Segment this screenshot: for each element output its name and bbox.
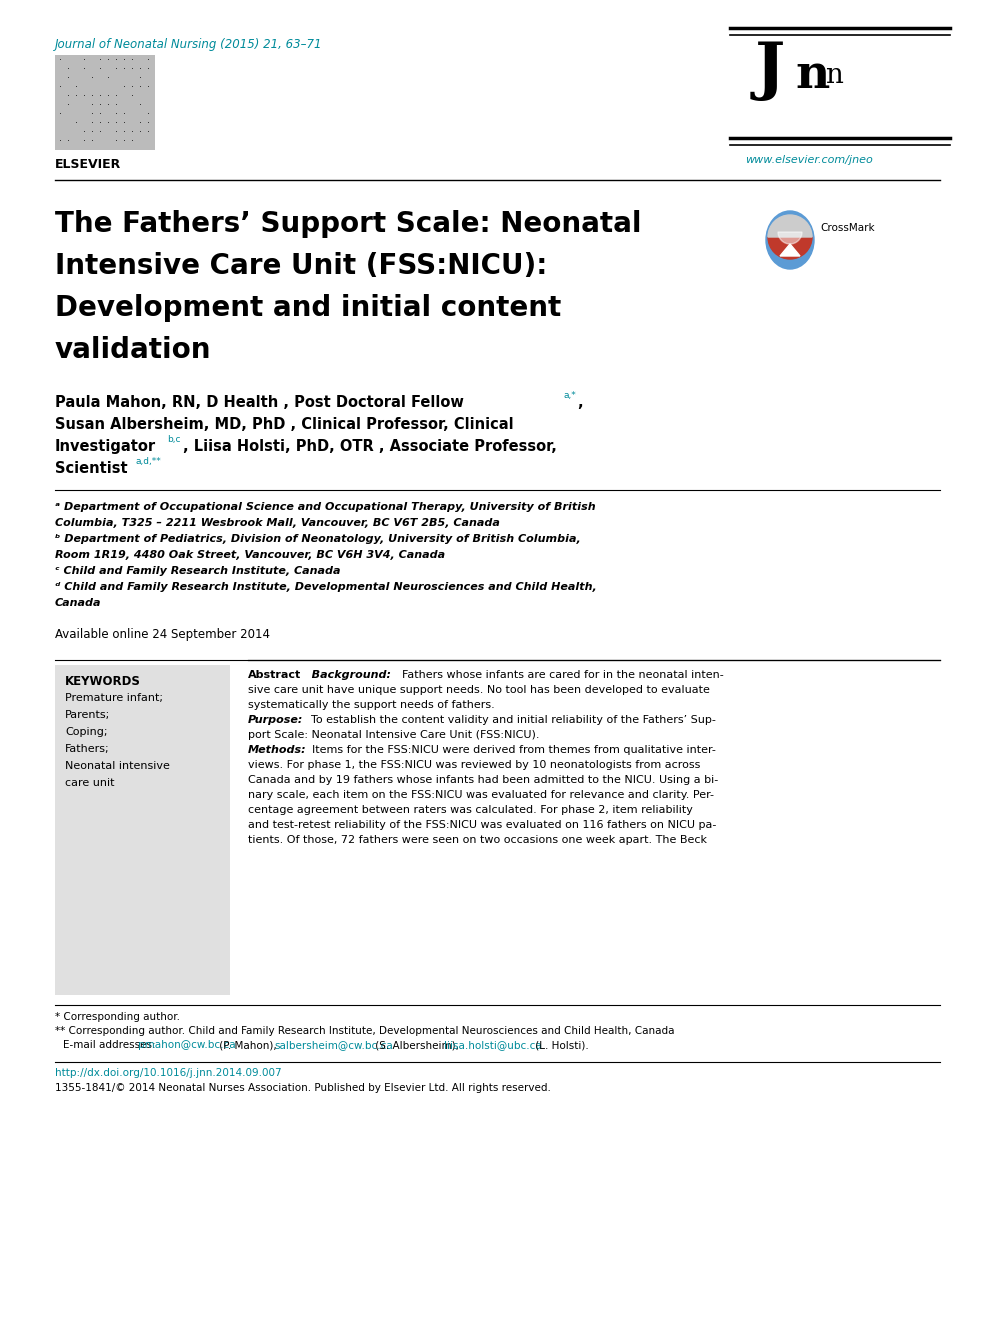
Text: b,c: b,c [167, 435, 181, 445]
Text: Neonatal intensive: Neonatal intensive [65, 761, 170, 771]
Text: Journal of Neonatal Nursing (2015) 21, 63–71: Journal of Neonatal Nursing (2015) 21, 6… [55, 38, 322, 52]
Text: ᵇ Department of Pediatrics, Division of Neonatology, University of British Colum: ᵇ Department of Pediatrics, Division of … [55, 534, 580, 544]
Text: Coping;: Coping; [65, 728, 107, 737]
Text: http://dx.doi.org/10.1016/j.jnn.2014.09.007: http://dx.doi.org/10.1016/j.jnn.2014.09.… [55, 1068, 282, 1078]
Bar [55, 56, 155, 149]
Wedge shape [778, 232, 802, 243]
Text: Premature infant;: Premature infant; [65, 693, 163, 703]
Text: * Corresponding author.: * Corresponding author. [55, 1012, 180, 1021]
Text: , Liisa Holsti, PhD, OTR , Associate Professor,: , Liisa Holsti, PhD, OTR , Associate Pro… [183, 439, 557, 454]
Text: Available online 24 September 2014: Available online 24 September 2014 [55, 628, 270, 642]
Text: Purpose:: Purpose: [248, 714, 304, 725]
Text: Susan Albersheim, MD, PhD , Clinical Professor, Clinical: Susan Albersheim, MD, PhD , Clinical Pro… [55, 417, 514, 433]
Text: a,d,**: a,d,** [135, 456, 161, 466]
Text: KEYWORDS: KEYWORDS [65, 675, 141, 688]
Text: Abstract: Abstract [248, 669, 302, 680]
Text: Canada and by 19 fathers whose infants had been admitted to the NICU. Using a bi: Canada and by 19 fathers whose infants h… [248, 775, 718, 785]
Text: systematically the support needs of fathers.: systematically the support needs of fath… [248, 700, 495, 710]
Text: Items for the FSS:NICU were derived from themes from qualitative inter-: Items for the FSS:NICU were derived from… [305, 745, 716, 755]
Ellipse shape [766, 210, 814, 269]
Text: Columbia, T325 – 2211 Wesbrook Mall, Vancouver, BC V6T 2B5, Canada: Columbia, T325 – 2211 Wesbrook Mall, Van… [55, 519, 500, 528]
Text: (S. Albersheim),: (S. Albersheim), [372, 1040, 462, 1050]
Text: pmahon@cw.bc.ca: pmahon@cw.bc.ca [138, 1040, 236, 1050]
Text: Parents;: Parents; [65, 710, 110, 720]
Text: ᵃ Department of Occupational Science and Occupational Therapy, University of Bri: ᵃ Department of Occupational Science and… [55, 501, 595, 512]
Text: centage agreement between raters was calculated. For phase 2, item reliability: centage agreement between raters was cal… [248, 804, 692, 815]
Text: Intensive Care Unit (FSS:NICU):: Intensive Care Unit (FSS:NICU): [55, 251, 548, 280]
Text: ᶜ Child and Family Research Institute, Canada: ᶜ Child and Family Research Institute, C… [55, 566, 340, 576]
Text: sive care unit have unique support needs. No tool has been developed to evaluate: sive care unit have unique support needs… [248, 685, 710, 695]
Text: To establish the content validity and initial reliability of the Fathers’ Sup-: To establish the content validity and in… [304, 714, 716, 725]
Text: a,*: a,* [563, 392, 575, 400]
Text: 1355-1841/© 2014 Neonatal Nurses Association. Published by Elsevier Ltd. All rig: 1355-1841/© 2014 Neonatal Nurses Associa… [55, 1084, 551, 1093]
Text: CrossMark: CrossMark [820, 224, 875, 233]
Text: www.elsevier.com/jneo: www.elsevier.com/jneo [745, 155, 873, 165]
Text: ᵈ Child and Family Research Institute, Developmental Neurosciences and Child Hea: ᵈ Child and Family Research Institute, D… [55, 582, 597, 591]
Text: liisa.holsti@ubc.ca: liisa.holsti@ubc.ca [444, 1040, 542, 1050]
Text: nary scale, each item on the FSS:NICU was evaluated for relevance and clarity. P: nary scale, each item on the FSS:NICU wa… [248, 790, 714, 800]
Text: and test-retest reliability of the FSS:NICU was evaluated on 116 fathers on NICU: and test-retest reliability of the FSS:N… [248, 820, 716, 830]
Text: Fathers;: Fathers; [65, 744, 110, 754]
Bar [55, 665, 230, 995]
Wedge shape [768, 216, 812, 237]
Text: E-mail addresses:: E-mail addresses: [63, 1040, 156, 1050]
Text: Paula Mahon, RN, D Health , Post Doctoral Fellow: Paula Mahon, RN, D Health , Post Doctora… [55, 396, 464, 410]
Text: ELSEVIER: ELSEVIER [55, 157, 121, 171]
Text: salbersheim@cw.bc.ca: salbersheim@cw.bc.ca [274, 1040, 393, 1050]
Text: J: J [755, 40, 786, 101]
Wedge shape [768, 237, 812, 259]
Text: (L. Holsti).: (L. Holsti). [532, 1040, 588, 1050]
Text: Room 1R19, 4480 Oak Street, Vancouver, BC V6H 3V4, Canada: Room 1R19, 4480 Oak Street, Vancouver, B… [55, 550, 445, 560]
Text: Development and initial content: Development and initial content [55, 294, 561, 321]
Text: port Scale: Neonatal Intensive Care Unit (FSS:NICU).: port Scale: Neonatal Intensive Care Unit… [248, 730, 540, 740]
Text: Canada: Canada [55, 598, 101, 609]
Text: Fathers whose infants are cared for in the neonatal inten-: Fathers whose infants are cared for in t… [395, 669, 724, 680]
Text: n: n [795, 52, 829, 98]
Text: tients. Of those, 72 fathers were seen on two occasions one week apart. The Beck: tients. Of those, 72 fathers were seen o… [248, 835, 707, 845]
Text: n: n [825, 62, 843, 89]
Text: Background:: Background: [300, 669, 391, 680]
Text: The Fathers’ Support Scale: Neonatal: The Fathers’ Support Scale: Neonatal [55, 210, 642, 238]
Text: views. For phase 1, the FSS:NICU was reviewed by 10 neonatologists from across: views. For phase 1, the FSS:NICU was rev… [248, 759, 700, 770]
Text: Investigator: Investigator [55, 439, 156, 454]
Text: Methods:: Methods: [248, 745, 307, 755]
Text: Scientist: Scientist [55, 460, 128, 476]
Text: ,: , [577, 396, 582, 410]
Text: (P. Mahon),: (P. Mahon), [216, 1040, 280, 1050]
Text: ** Corresponding author. Child and Family Research Institute, Developmental Neur: ** Corresponding author. Child and Famil… [55, 1027, 675, 1036]
Polygon shape [780, 243, 800, 255]
Text: validation: validation [55, 336, 211, 364]
Text: care unit: care unit [65, 778, 114, 789]
